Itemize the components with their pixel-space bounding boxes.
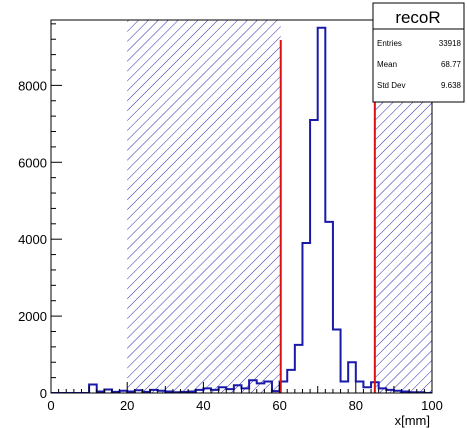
stats-box-title: recoR [395,8,440,27]
stats-stddev-value: 9.638 [441,81,462,90]
y-axis: 0 2000 4000 6000 8000 [18,23,62,401]
x-tick-label: 20 [120,398,134,413]
stats-entries-value: 33918 [439,39,462,48]
x-tick-label: 0 [47,398,54,413]
stats-mean-value: 68.77 [441,60,462,69]
y-tick-label: 6000 [18,155,47,170]
y-tick-label: 2000 [18,309,47,324]
excluded-region-0 [127,20,281,393]
stats-stddev-label: Std Dev [377,81,405,90]
stats-entries-label: Entries [377,39,402,48]
x-axis-label: x[mm] [395,413,430,428]
stats-box: recoR Entries 33918 Mean 68.77 Std Dev 9… [372,2,465,103]
x-tick-label: 60 [272,398,286,413]
cut-lines [279,40,376,393]
y-tick-label: 4000 [18,232,47,247]
stats-box-frame [372,2,465,103]
stats-mean-label: Mean [377,60,397,69]
x-tick-label: 80 [349,398,363,413]
x-axis: 0 20 40 60 80 100 [47,382,443,413]
y-tick-label: 0 [40,386,47,401]
y-tick-label: 8000 [18,78,47,93]
x-tick-label: 100 [421,398,443,413]
x-tick-label: 40 [196,398,210,413]
